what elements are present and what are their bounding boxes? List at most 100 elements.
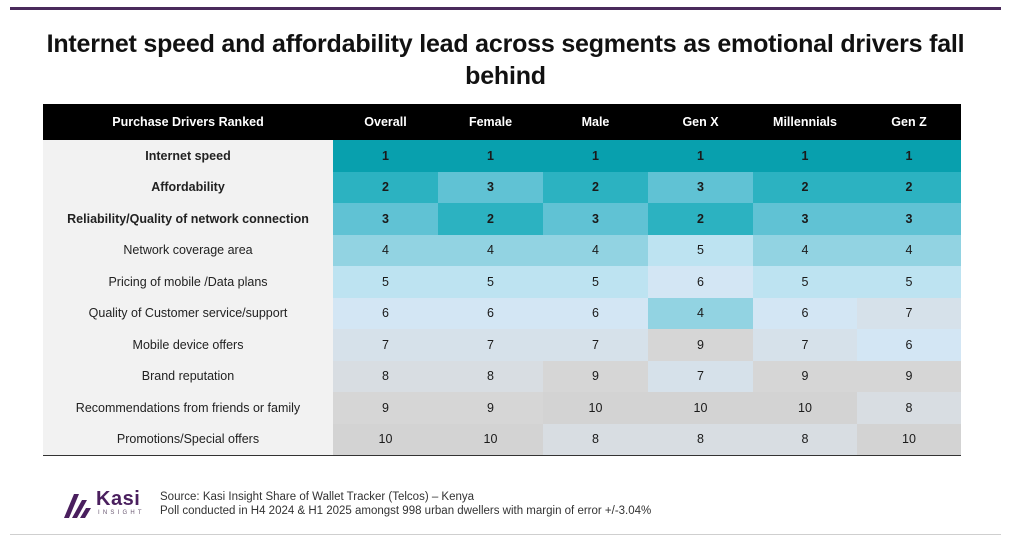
driver-label: Network coverage area (43, 234, 333, 266)
column-header-millennials: Millennials (753, 104, 857, 140)
table-row: Recommendations from friends or family 9 9… (43, 392, 961, 424)
rank-cell: 9 (857, 360, 961, 392)
driver-label: Recommendations from friends or family (43, 392, 333, 424)
header-row: Purchase Drivers Ranked Overall Female M… (43, 104, 961, 140)
rank-cell: 6 (333, 297, 438, 329)
rank-cell: 3 (753, 203, 857, 235)
driver-label: Reliability/Quality of network connectio… (43, 203, 333, 235)
rank-cell: 3 (648, 171, 753, 203)
column-header-overall: Overall (333, 104, 438, 140)
rank-cell: 9 (543, 360, 648, 392)
rank-cell: 6 (543, 297, 648, 329)
rank-cell: 7 (333, 329, 438, 361)
poll-methodology-line: Poll conducted in H4 2024 & H1 2025 amon… (160, 505, 652, 517)
table-row: Pricing of mobile /Data plans 5 5 5 6 5 5 (43, 266, 961, 298)
rank-cell: 8 (753, 423, 857, 456)
rank-cell: 6 (753, 297, 857, 329)
driver-label: Quality of Customer service/support (43, 297, 333, 329)
rank-cell: 6 (438, 297, 543, 329)
rank-cell: 2 (857, 171, 961, 203)
logo-subtitle: INSIGHT (98, 510, 145, 516)
rank-cell: 1 (438, 140, 543, 172)
driver-label: Mobile device offers (43, 329, 333, 361)
driver-label: Internet speed (43, 140, 333, 172)
rank-cell: 10 (543, 392, 648, 424)
rank-cell: 9 (648, 329, 753, 361)
rank-cell: 4 (333, 234, 438, 266)
source-note: Source: Kasi Insight Share of Wallet Tra… (160, 490, 651, 518)
rank-cell: 10 (753, 392, 857, 424)
rank-cell: 6 (648, 266, 753, 298)
rank-cell: 3 (333, 203, 438, 235)
rank-cell: 4 (648, 297, 753, 329)
rank-cell: 7 (857, 297, 961, 329)
rank-cell: 4 (543, 234, 648, 266)
rank-cell: 5 (648, 234, 753, 266)
rank-cell: 5 (753, 266, 857, 298)
rank-cell: 10 (333, 423, 438, 456)
column-header-female: Female (438, 104, 543, 140)
rank-cell: 7 (438, 329, 543, 361)
rank-cell: 1 (543, 140, 648, 172)
table-row: Network coverage area 4 4 4 5 4 4 (43, 234, 961, 266)
rank-cell: 8 (648, 423, 753, 456)
rank-cell: 9 (333, 392, 438, 424)
rank-cell: 7 (648, 360, 753, 392)
table-row: Quality of Customer service/support 6 6 6 4 6… (43, 297, 961, 329)
rank-cell: 9 (438, 392, 543, 424)
rank-cell: 5 (857, 266, 961, 298)
ranking-table: Purchase Drivers Ranked Overall Female M… (43, 104, 961, 456)
rank-cell: 2 (648, 203, 753, 235)
bottom-divider (10, 534, 1001, 535)
rank-cell: 2 (543, 171, 648, 203)
rank-cell: 10 (648, 392, 753, 424)
driver-label: Promotions/Special offers (43, 423, 333, 456)
table-row: Reliability/Quality of network connectio… (43, 203, 961, 235)
rank-cell: 10 (857, 423, 961, 456)
table-row: Affordability 2 3 2 3 2 2 (43, 171, 961, 203)
rank-cell: 5 (543, 266, 648, 298)
logo-wordmark: Kasi (96, 488, 141, 510)
driver-label: Affordability (43, 171, 333, 203)
driver-label: Brand reputation (43, 360, 333, 392)
rank-cell: 5 (438, 266, 543, 298)
rank-cell: 4 (438, 234, 543, 266)
rank-cell: 3 (438, 171, 543, 203)
column-header-gen-x: Gen X (648, 104, 753, 140)
rank-cell: 9 (753, 360, 857, 392)
rank-cell: 10 (438, 423, 543, 456)
column-header-driver: Purchase Drivers Ranked (43, 104, 333, 140)
source-line: Source: Kasi Insight Share of Wallet Tra… (160, 491, 475, 503)
kasi-logo-icon (64, 494, 91, 518)
rank-cell: 6 (857, 329, 961, 361)
rank-cell: 3 (857, 203, 961, 235)
rank-cell: 8 (543, 423, 648, 456)
rank-cell: 2 (333, 171, 438, 203)
rank-cell: 7 (753, 329, 857, 361)
column-header-gen-z: Gen Z (857, 104, 961, 140)
rank-cell: 1 (648, 140, 753, 172)
rank-cell: 5 (333, 266, 438, 298)
rank-cell: 2 (438, 203, 543, 235)
table-row: Internet speed 1 1 1 1 1 1 (43, 140, 961, 172)
rank-cell: 4 (753, 234, 857, 266)
rank-cell: 1 (333, 140, 438, 172)
table-row: Promotions/Special offers 10 10 8 8 8 10 (43, 423, 961, 456)
rank-cell: 1 (857, 140, 961, 172)
rank-cell: 8 (438, 360, 543, 392)
rank-cell: 2 (753, 171, 857, 203)
rank-cell: 7 (543, 329, 648, 361)
rank-cell: 8 (857, 392, 961, 424)
rank-cell: 4 (857, 234, 961, 266)
table-row: Brand reputation 8 8 9 7 9 9 (43, 360, 961, 392)
rank-cell: 1 (753, 140, 857, 172)
rank-cell: 8 (333, 360, 438, 392)
table-body: Internet speed 1 1 1 1 1 1 Affordability 2 3 2 3 2 2 R… (43, 140, 961, 456)
chart-title: Internet speed and affordability lead ac… (46, 30, 965, 90)
kasi-logo: Kasi INSIGHT (62, 488, 152, 522)
driver-label: Pricing of mobile /Data plans (43, 266, 333, 298)
rank-cell: 3 (543, 203, 648, 235)
top-divider (10, 7, 1001, 10)
column-header-male: Male (543, 104, 648, 140)
table-row: Mobile device offers 7 7 7 9 7 6 (43, 329, 961, 361)
